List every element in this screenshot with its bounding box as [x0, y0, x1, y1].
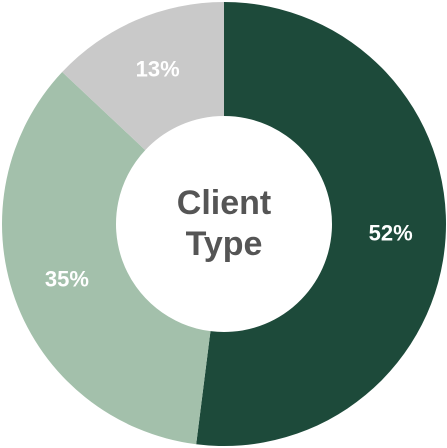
slice	[196, 2, 446, 446]
chart-title: Client Type	[176, 184, 272, 263]
value-label: 52%	[369, 220, 413, 245]
slice	[62, 2, 225, 151]
value-label: 13%	[136, 57, 180, 82]
value-label: 35%	[45, 266, 89, 291]
slice	[1, 72, 211, 445]
